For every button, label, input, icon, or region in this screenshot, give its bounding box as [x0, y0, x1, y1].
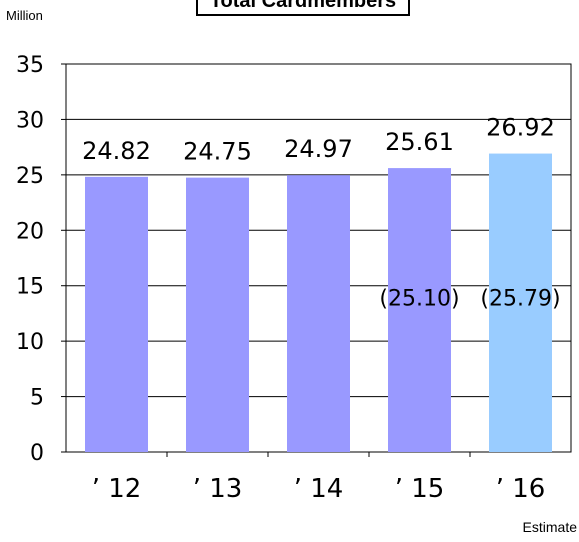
x-category-label: ’ 14 [294, 474, 344, 504]
bar-inner-label: (25.10) [379, 287, 459, 312]
chart-title-box: Total Cardmembers [196, 0, 410, 16]
x-category-label: ’ 15 [395, 474, 445, 504]
bar [287, 175, 350, 453]
y-tick-label: 30 [16, 108, 44, 133]
bar [85, 176, 148, 452]
y-tick-label: 10 [16, 330, 44, 355]
bar-value-label: 24.97 [284, 135, 353, 163]
bar [186, 177, 249, 452]
chart-title: Total Cardmembers [209, 0, 397, 12]
x-category-label: ’ 16 [496, 474, 546, 504]
y-axis-unit-label: Million [6, 8, 43, 23]
bar-value-label: 24.82 [82, 137, 151, 165]
estimate-note: Estimate [522, 519, 577, 535]
y-tick-label: 15 [16, 275, 44, 300]
bar-value-label: 25.61 [385, 128, 454, 156]
x-category-label: ’ 13 [193, 474, 243, 504]
bar-inner-label: (25.79) [480, 287, 560, 312]
y-tick-label: 35 [16, 53, 44, 78]
bar-value-label: 24.75 [183, 138, 252, 166]
x-category-label: ’ 12 [92, 474, 142, 504]
y-tick-label: 5 [30, 386, 44, 411]
bar [388, 168, 451, 453]
y-tick-label: 0 [30, 441, 44, 466]
bar [489, 153, 552, 452]
y-tick-label: 20 [16, 219, 44, 244]
y-tick-label: 25 [16, 164, 44, 189]
bar-value-label: 26.92 [486, 114, 555, 142]
